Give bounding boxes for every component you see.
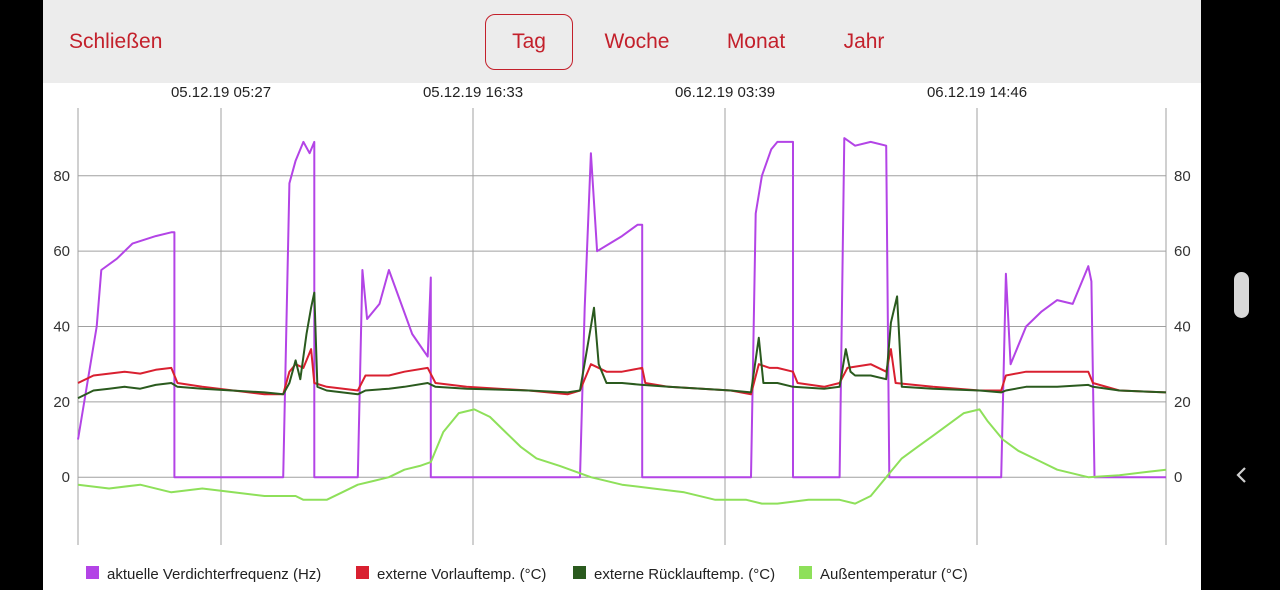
y-tick-label-left: 0 (62, 469, 70, 486)
toolbar: Schließen Tag Woche Monat Jahr (43, 0, 1201, 83)
tab-day[interactable]: Tag (485, 14, 573, 70)
y-tick-label-left: 60 (53, 243, 70, 260)
tab-year[interactable]: Jahr (843, 30, 885, 53)
series-line-1 (77, 137, 1166, 479)
close-button[interactable]: Schließen (69, 30, 163, 53)
chart[interactable]: 0 0 20 20 40 40 60 60 80 80 05.12.19 05:27 05.12.19… (43, 0, 1201, 590)
y-tick-label-left: 20 (53, 394, 70, 411)
y-tick-label-right: 60 (1174, 243, 1191, 260)
y-tick-label-right: 20 (1174, 394, 1191, 411)
system-nav-bar (1201, 0, 1280, 590)
series-line-2 (77, 348, 1167, 396)
tab-week[interactable]: Woche (604, 30, 670, 53)
tab-month[interactable]: Monat (726, 30, 786, 53)
legend-swatch (573, 566, 586, 579)
y-tick-label-right: 80 (1174, 168, 1191, 185)
scroll-handle[interactable] (1234, 272, 1249, 318)
x-tick-label: 05.12.19 05:27 (171, 84, 271, 101)
chevron-left-icon[interactable] (1229, 460, 1253, 490)
y-tick-label-left: 80 (53, 168, 70, 185)
legend-label: externe Vorlauftemp. (°C) (377, 566, 546, 583)
app-window: Schließen Tag Woche Monat Jahr 0 0 20 20 40 4… (43, 0, 1201, 590)
y-tick-label-right: 40 (1174, 319, 1191, 336)
legend-swatch (86, 566, 99, 579)
y-tick-label-left: 40 (53, 319, 70, 336)
legend-label: externe Rücklauftemp. (°C) (594, 566, 775, 583)
x-tick-label: 06.12.19 03:39 (675, 84, 775, 101)
legend-label: Außentemperatur (°C) (820, 566, 968, 583)
x-tick-label: 05.12.19 16:33 (423, 84, 523, 101)
legend-swatch (799, 566, 812, 579)
legend-swatch (356, 566, 369, 579)
y-tick-label-right: 0 (1174, 469, 1182, 486)
x-tick-label: 06.12.19 14:46 (927, 84, 1027, 101)
series-line-3 (77, 291, 1167, 399)
series-line-4 (77, 408, 1167, 505)
legend-label: aktuelle Verdichterfrequenz (Hz) (107, 566, 321, 583)
